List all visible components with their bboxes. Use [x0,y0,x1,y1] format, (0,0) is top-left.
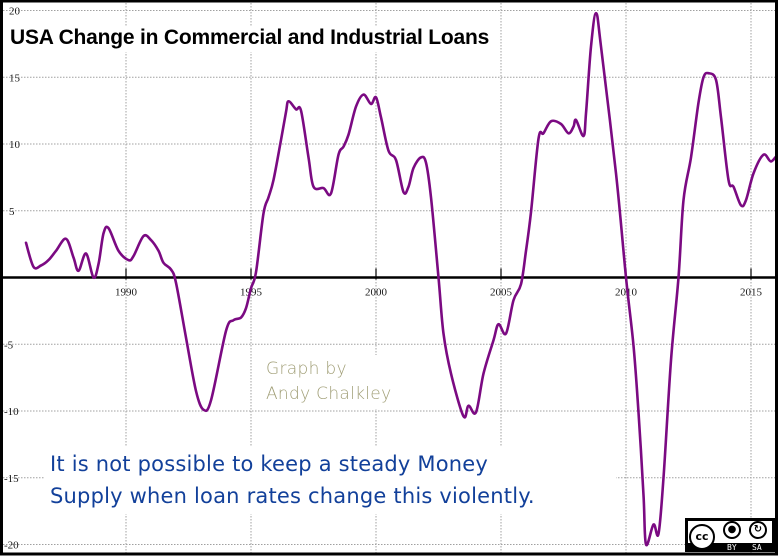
x-tick-label: 2005 [490,287,513,299]
x-tick-label: 2000 [365,287,388,299]
person-icon: ● [723,521,741,539]
loan-change-series-line [24,11,778,547]
y-tick-label: -15 [4,473,19,485]
credit-line-2: Andy Chalkley [266,384,392,404]
y-tick-label: 10 [9,139,21,151]
y-tick-label: 5 [9,206,15,218]
x-tick-label: 1990 [115,287,138,299]
y-tick-label: -5 [4,339,14,351]
note-line-1: It is not possible to keep a steady Mone… [50,452,489,476]
by-label: BY [727,543,737,552]
note-line-2: Supply when loan rates change this viole… [50,484,535,508]
x-axis [3,268,776,280]
share-alike-icon: ↻ [749,521,767,539]
x-tick-label: 2010 [615,287,638,299]
author-credit: Graph by Andy Chalkley [262,355,420,409]
y-tick-label: -20 [4,540,19,552]
x-tick-label: 1995 [240,287,263,299]
y-tick-label: 15 [9,72,21,84]
creative-commons-license-badge[interactable]: cc ● ↻ BY SA [685,518,775,552]
credit-line-1: Graph by [266,359,347,379]
y-axis-tick-labels: 20 15 10 5 -5 -10 -15 -20 [4,6,21,552]
chart-title: USA Change in Commercial and Industrial … [8,26,494,52]
y-tick-label: -10 [4,406,19,418]
sa-label: SA [752,543,762,552]
annotation-note: It is not possible to keep a steady Mone… [44,446,616,514]
cc-icon: cc [689,524,715,550]
x-tick-label: 2015 [740,287,763,299]
y-tick-label: 20 [9,6,21,18]
x-axis-tick-labels: 1990 1995 2000 2005 2010 2015 [115,287,763,299]
